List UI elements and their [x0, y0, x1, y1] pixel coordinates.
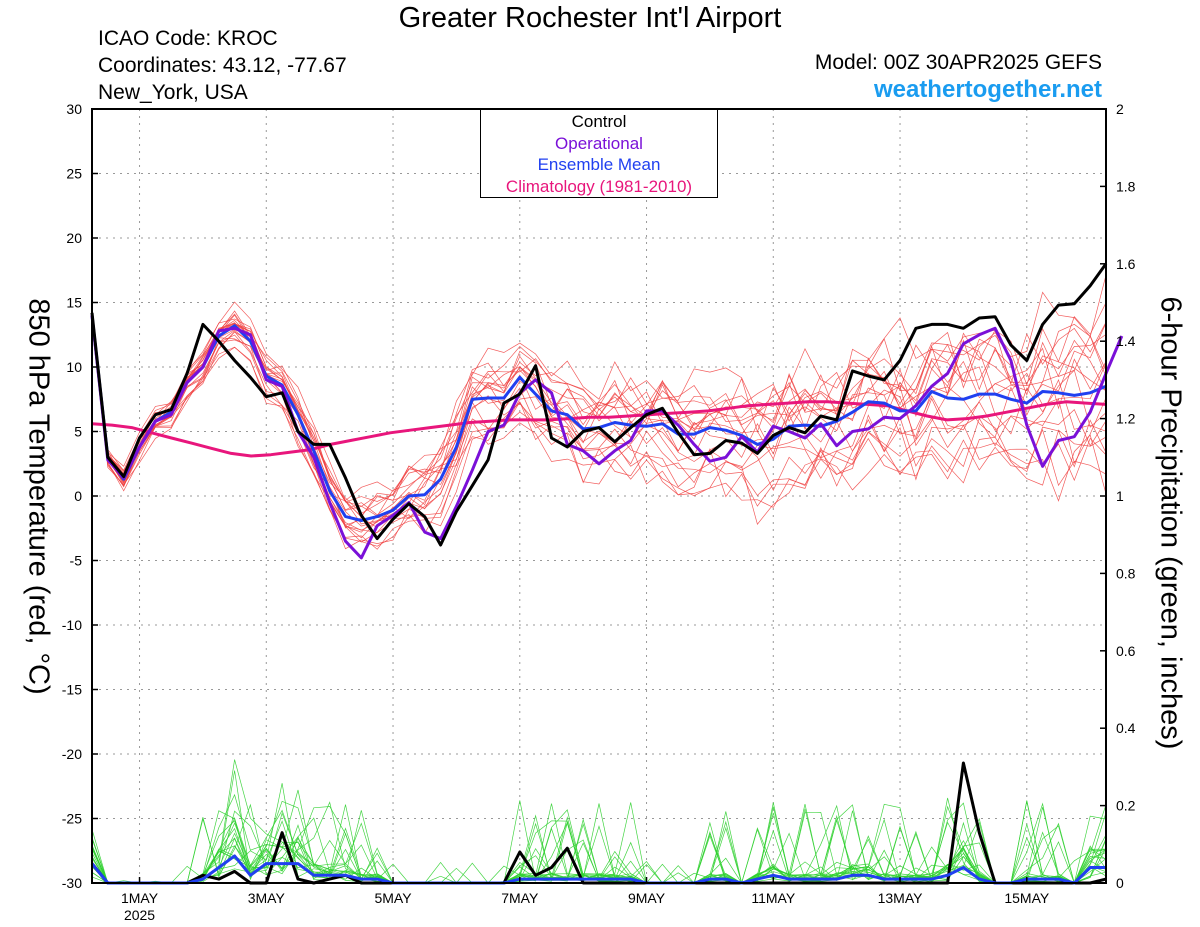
- y-right-tick-label: 1.6: [1116, 256, 1136, 272]
- ensemble-members-temperature: [91, 275, 1107, 550]
- legend: Control Operational Ensemble Mean Climat…: [480, 109, 718, 198]
- y-right-tick-label: 0: [1116, 875, 1124, 891]
- y-right-tick-label: 0.2: [1116, 798, 1136, 814]
- legend-climatology: Climatology (1981-2010): [505, 176, 693, 196]
- y-left-tick-label: -10: [62, 617, 82, 633]
- coordinates: Coordinates: 43.12, -77.67: [98, 54, 347, 77]
- temperature-member-line: [91, 312, 1107, 527]
- y-right-tick-label: 1.2: [1116, 411, 1136, 427]
- y-left-tick-label: -15: [62, 682, 82, 698]
- control-temperature-line: [90, 262, 1108, 547]
- operational-temperature-line: [90, 315, 1124, 560]
- y-left-tick-label: 25: [66, 166, 82, 182]
- y-right-tick-label: 0.4: [1116, 720, 1136, 736]
- y-axis-label-right: 6-hour Precipitation (green, inches): [1154, 296, 1187, 750]
- y-right-tick-label: 1.8: [1116, 178, 1136, 194]
- temperature-member-line: [91, 309, 1107, 517]
- temperature-member-line: [91, 322, 1107, 534]
- precipitation-member-line: [91, 811, 1107, 884]
- site-link[interactable]: weathertogether.net: [873, 76, 1102, 103]
- y-right-tick-label: 0.8: [1116, 565, 1136, 581]
- legend-control: Control: [571, 112, 627, 131]
- temperature-member-line: [91, 311, 1107, 517]
- temperature-member-line: [91, 316, 1107, 531]
- y-left-tick-label: 5: [74, 424, 82, 440]
- y-left-tick-label: 0: [74, 488, 82, 504]
- x-tick-label: 1MAY: [121, 890, 159, 906]
- axis-ticks: 302520151050-5-10-15-20-25-3021.81.61.41…: [62, 101, 1136, 923]
- y-left-tick-label: 20: [66, 230, 82, 246]
- temperature-member-line: [91, 275, 1107, 502]
- x-tick-sublabel: 2025: [124, 907, 155, 923]
- chart-title: Greater Rochester Int'l Airport: [398, 2, 782, 34]
- y-right-tick-label: 0.6: [1116, 643, 1136, 659]
- temperature-member-line: [91, 314, 1107, 516]
- ensemble-mean-precipitation-line: [90, 854, 1106, 885]
- location: New_York, USA: [98, 81, 248, 104]
- temperature-member-line: [91, 311, 1107, 511]
- temperature-member-line: [91, 319, 1107, 547]
- y-left-tick-label: -25: [62, 811, 82, 827]
- icao-code: ICAO Code: KROC: [98, 27, 278, 50]
- y-right-tick-label: 2: [1116, 101, 1124, 117]
- y-left-tick-label: 15: [66, 295, 82, 311]
- climatology-1981-2010-temperature-line: [91, 400, 1107, 458]
- x-tick-label: 7MAY: [501, 890, 539, 906]
- x-tick-label: 15MAY: [1004, 890, 1050, 906]
- y-left-tick-label: -30: [62, 875, 82, 891]
- x-tick-label: 11MAY: [751, 890, 795, 906]
- temperature-member-line: [91, 316, 1107, 533]
- grid-lines: [92, 109, 1106, 883]
- x-tick-label: 9MAY: [628, 890, 666, 906]
- model-run: Model: 00Z 30APR2025 GEFS: [814, 51, 1102, 74]
- legend-operational: Operational: [555, 133, 643, 153]
- precipitation-member-line: [91, 822, 1107, 884]
- y-right-tick-label: 1: [1116, 488, 1124, 504]
- y-left-tick-label: -20: [62, 746, 82, 762]
- y-left-tick-label: 10: [66, 359, 82, 375]
- temperature-member-line: [91, 313, 1107, 503]
- x-tick-label: 5MAY: [374, 890, 412, 906]
- temperature-member-line: [91, 318, 1107, 539]
- precipitation-member-line: [91, 759, 1107, 884]
- y-left-tick-label: -5: [70, 553, 83, 569]
- temperature-member-line: [91, 309, 1107, 518]
- temperature-member-line: [91, 323, 1107, 550]
- legend-ensemble-mean: Ensemble Mean: [537, 155, 661, 174]
- x-tick-label: 3MAY: [248, 890, 286, 906]
- y-right-tick-label: 1.4: [1116, 333, 1136, 349]
- y-left-tick-label: 30: [66, 101, 82, 117]
- y-axis-label-left: 850 hPa Temperature (red, °C): [22, 298, 55, 695]
- x-tick-label: 13MAY: [878, 890, 924, 906]
- ensemble-members-precipitation: [91, 759, 1107, 885]
- precipitation-member-line: [91, 805, 1107, 884]
